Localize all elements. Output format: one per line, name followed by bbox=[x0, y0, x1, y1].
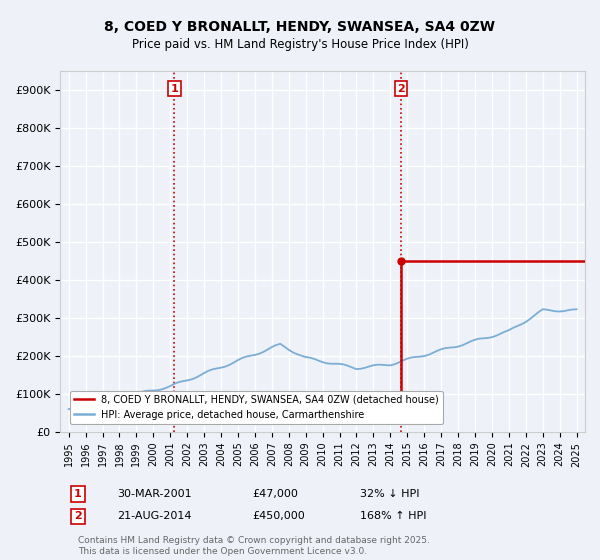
Text: £47,000: £47,000 bbox=[252, 489, 298, 499]
Text: 1: 1 bbox=[170, 83, 178, 94]
Text: 32% ↓ HPI: 32% ↓ HPI bbox=[360, 489, 419, 499]
Text: £450,000: £450,000 bbox=[252, 511, 305, 521]
Text: 30-MAR-2001: 30-MAR-2001 bbox=[117, 489, 191, 499]
Legend: 8, COED Y BRONALLT, HENDY, SWANSEA, SA4 0ZW (detached house), HPI: Average price: 8, COED Y BRONALLT, HENDY, SWANSEA, SA4 … bbox=[70, 391, 443, 423]
Text: Price paid vs. HM Land Registry's House Price Index (HPI): Price paid vs. HM Land Registry's House … bbox=[131, 38, 469, 51]
Text: 8, COED Y BRONALLT, HENDY, SWANSEA, SA4 0ZW: 8, COED Y BRONALLT, HENDY, SWANSEA, SA4 … bbox=[104, 20, 496, 34]
Text: 2: 2 bbox=[397, 83, 405, 94]
Text: 2: 2 bbox=[74, 511, 82, 521]
Text: Contains HM Land Registry data © Crown copyright and database right 2025.
This d: Contains HM Land Registry data © Crown c… bbox=[78, 536, 430, 556]
Text: 1: 1 bbox=[74, 489, 82, 499]
Text: 168% ↑ HPI: 168% ↑ HPI bbox=[360, 511, 427, 521]
Text: 21-AUG-2014: 21-AUG-2014 bbox=[117, 511, 191, 521]
